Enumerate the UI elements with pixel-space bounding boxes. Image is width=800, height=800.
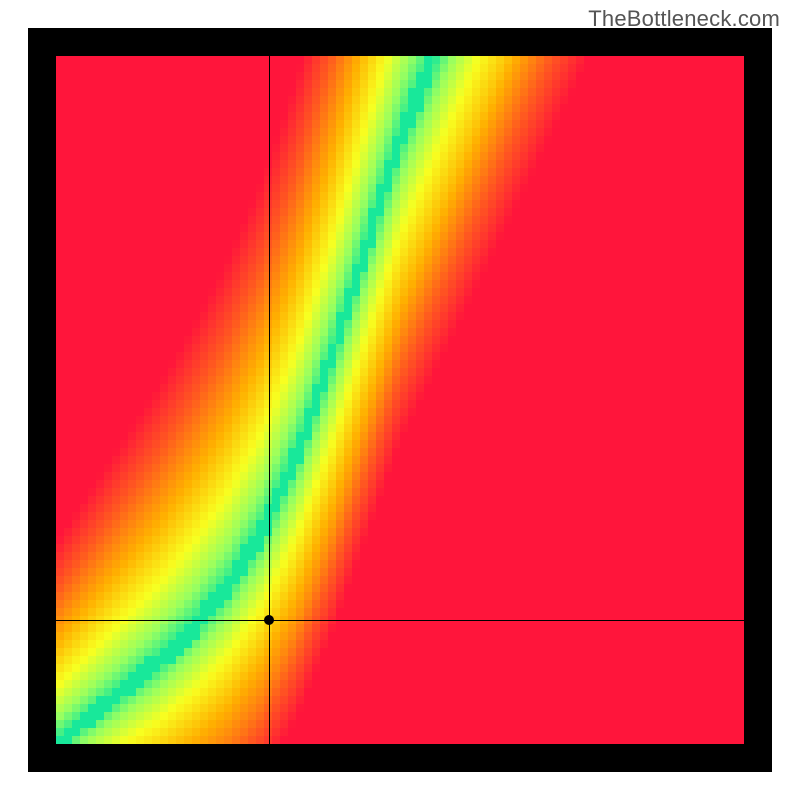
crosshair-vertical xyxy=(269,56,270,744)
crosshair-horizontal xyxy=(56,620,744,621)
chart-container: TheBottleneck.com xyxy=(0,0,800,800)
watermark-text: TheBottleneck.com xyxy=(588,6,780,32)
heatmap-canvas xyxy=(56,56,744,744)
crosshair-marker xyxy=(264,615,274,625)
